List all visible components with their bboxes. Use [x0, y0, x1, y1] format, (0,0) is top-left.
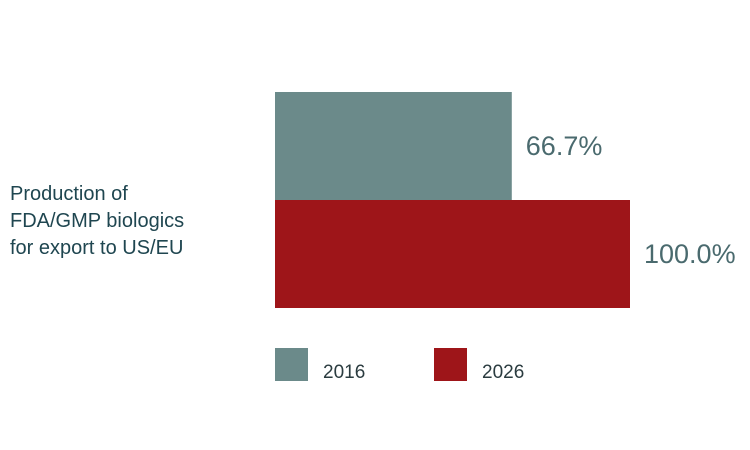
value-label-group: 66.7% 100.0% — [526, 131, 736, 269]
legend: 2016 2026 — [275, 348, 524, 383]
category-label-line-2: FDA/GMP biologics — [10, 210, 185, 232]
bar-2016 — [275, 92, 512, 200]
legend-swatch-2016 — [275, 348, 308, 381]
value-label-2026: 100.0% — [644, 239, 736, 269]
bar-2026 — [275, 200, 630, 308]
legend-swatch-2026 — [434, 348, 467, 381]
bar-group — [275, 92, 630, 308]
legend-label-2026: 2026 — [482, 362, 524, 383]
value-label-2016: 66.7% — [526, 131, 603, 161]
legend-label-2016: 2016 — [323, 362, 365, 383]
category-label-line-3: for export to US/EU — [10, 237, 184, 259]
category-label: Production of FDA/GMP biologics for expo… — [10, 181, 250, 262]
category-label-line-1: Production of — [10, 183, 128, 205]
